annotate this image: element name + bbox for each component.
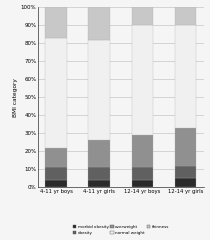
Bar xyxy=(88,168,110,180)
Bar xyxy=(45,38,67,148)
Bar xyxy=(45,180,67,187)
Bar xyxy=(131,180,153,187)
Bar xyxy=(131,168,153,180)
Bar xyxy=(131,25,153,135)
Bar xyxy=(45,7,67,38)
Bar xyxy=(131,135,153,168)
Bar xyxy=(45,168,67,180)
Legend: morbid obesity, obesity, overweight, normal weight, thinness: morbid obesity, obesity, overweight, nor… xyxy=(73,225,169,235)
Bar xyxy=(45,148,67,168)
Bar xyxy=(175,128,196,166)
Bar xyxy=(88,180,110,187)
Bar xyxy=(175,7,196,25)
Bar xyxy=(175,178,196,187)
Y-axis label: BMI category: BMI category xyxy=(13,78,18,117)
Bar xyxy=(175,166,196,178)
Bar xyxy=(175,25,196,128)
Bar xyxy=(88,40,110,140)
Bar xyxy=(131,7,153,25)
Bar xyxy=(88,140,110,168)
Bar xyxy=(88,7,110,40)
